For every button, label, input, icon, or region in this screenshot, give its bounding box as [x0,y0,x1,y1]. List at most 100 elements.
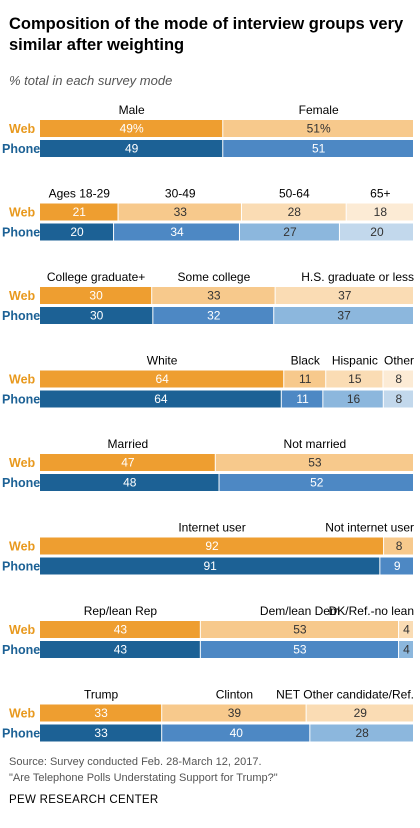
row-label-phone: Phone [2,142,40,156]
row-label-phone: Phone [2,393,40,407]
bar-web [162,704,306,722]
category-label: White [147,354,178,368]
value-label-phone: 9 [394,559,401,573]
value-label-web: 21 [73,205,87,219]
bar-web [200,621,399,638]
category-label: Hispanic [332,354,378,368]
bar-phone [339,223,413,241]
row-label-web: Web [9,623,36,637]
value-label-web: 92 [205,539,219,553]
value-label-web: 53 [308,456,322,470]
value-label-web: 33 [174,205,188,219]
value-label-web: 8 [395,372,402,386]
category-label: College graduate+ [47,270,145,284]
category-label: Internet user [178,521,245,535]
bar-phone [40,223,114,241]
chart-subtitle: % total in each survey mode [9,73,173,88]
bar-web [399,621,413,638]
bar-web [215,454,413,471]
value-label-phone: 37 [337,309,351,323]
category-label: Clinton [216,688,253,702]
bar-web [275,287,413,304]
bar-phone [153,307,274,324]
value-label-phone: 49 [125,142,139,156]
value-label-phone: 43 [114,643,128,657]
bar-phone [114,223,239,241]
category-label: Female [299,103,339,117]
value-label-phone: 53 [293,643,307,657]
row-label-phone: Phone [2,309,40,323]
chart-title: Composition of the mode of interview gro… [9,15,404,54]
category-label: Married [108,437,149,451]
bar-phone [40,390,281,408]
value-label-web: 33 [207,289,221,303]
bar-phone [310,724,413,742]
row-label-phone: Phone [2,643,40,657]
value-label-web: 11 [299,372,312,386]
bar-phone [162,724,310,742]
row-label-phone: Phone [2,476,40,490]
bar-phone [323,390,383,408]
bar-web [326,370,383,388]
value-label-phone: 16 [347,392,361,406]
value-label-web: 43 [114,623,128,637]
value-label-phone: 52 [310,476,324,490]
value-label-web: 39 [228,706,242,720]
bar-web [40,621,200,638]
value-label-web: 4 [403,623,410,637]
bar-phone [399,641,413,658]
bar-web [152,287,275,304]
bar-web [223,120,413,137]
value-label-phone: 27 [283,225,297,239]
value-label-web: 47 [121,456,135,470]
bar-web [284,370,326,388]
bar-phone [40,474,219,491]
category-label: DK/Ref.-no lean [329,604,414,618]
category-label: Not married [284,437,347,451]
value-label-phone: 20 [70,225,84,239]
category-label: 30-49 [165,187,196,201]
value-label-phone: 51 [312,142,326,156]
row-label-web: Web [9,456,36,470]
value-label-web: 15 [348,372,362,386]
category-label: Ages 18-29 [49,187,111,201]
bar-phone [219,474,413,491]
row-label-web: Web [9,707,36,721]
bar-phone [40,557,380,575]
category-label: Some college [178,270,251,284]
value-label-phone: 20 [370,225,384,239]
value-label-web: 18 [374,205,388,219]
category-label: Rep/lean Rep [84,604,158,618]
value-label-web: 33 [94,706,108,720]
value-label-phone: 34 [170,225,184,239]
bar-web [306,704,413,722]
source-note: Source: Survey conducted Feb. 28-March 1… [9,756,262,768]
bar-web [40,454,215,471]
bar-web [241,203,346,221]
bar-phone [239,223,339,241]
category-label: H.S. graduate or less [301,270,414,284]
value-label-web: 64 [155,372,169,386]
row-label-phone: Phone [2,727,40,741]
category-label: NET Other candidate/Ref. [276,688,414,702]
bar-phone [281,390,323,408]
bar-phone [40,724,162,742]
value-label-web: 49% [120,122,144,136]
value-label-phone: 32 [207,309,221,323]
category-label: Dem/lean Dem [260,604,340,618]
bar-web [40,704,162,722]
bar-phone [40,140,223,157]
bar-web [118,203,241,221]
category-label: Not internet user [325,521,414,535]
value-label-web: 37 [338,289,352,303]
category-label: 50-64 [279,187,310,201]
bar-web [384,537,413,555]
row-label-web: Web [9,540,36,554]
bar-phone [40,307,153,324]
bar-web [346,203,413,221]
value-label-phone: 40 [230,726,244,740]
value-label-web: 8 [396,539,403,553]
value-label-phone: 8 [396,392,403,406]
row-label-phone: Phone [2,226,40,240]
